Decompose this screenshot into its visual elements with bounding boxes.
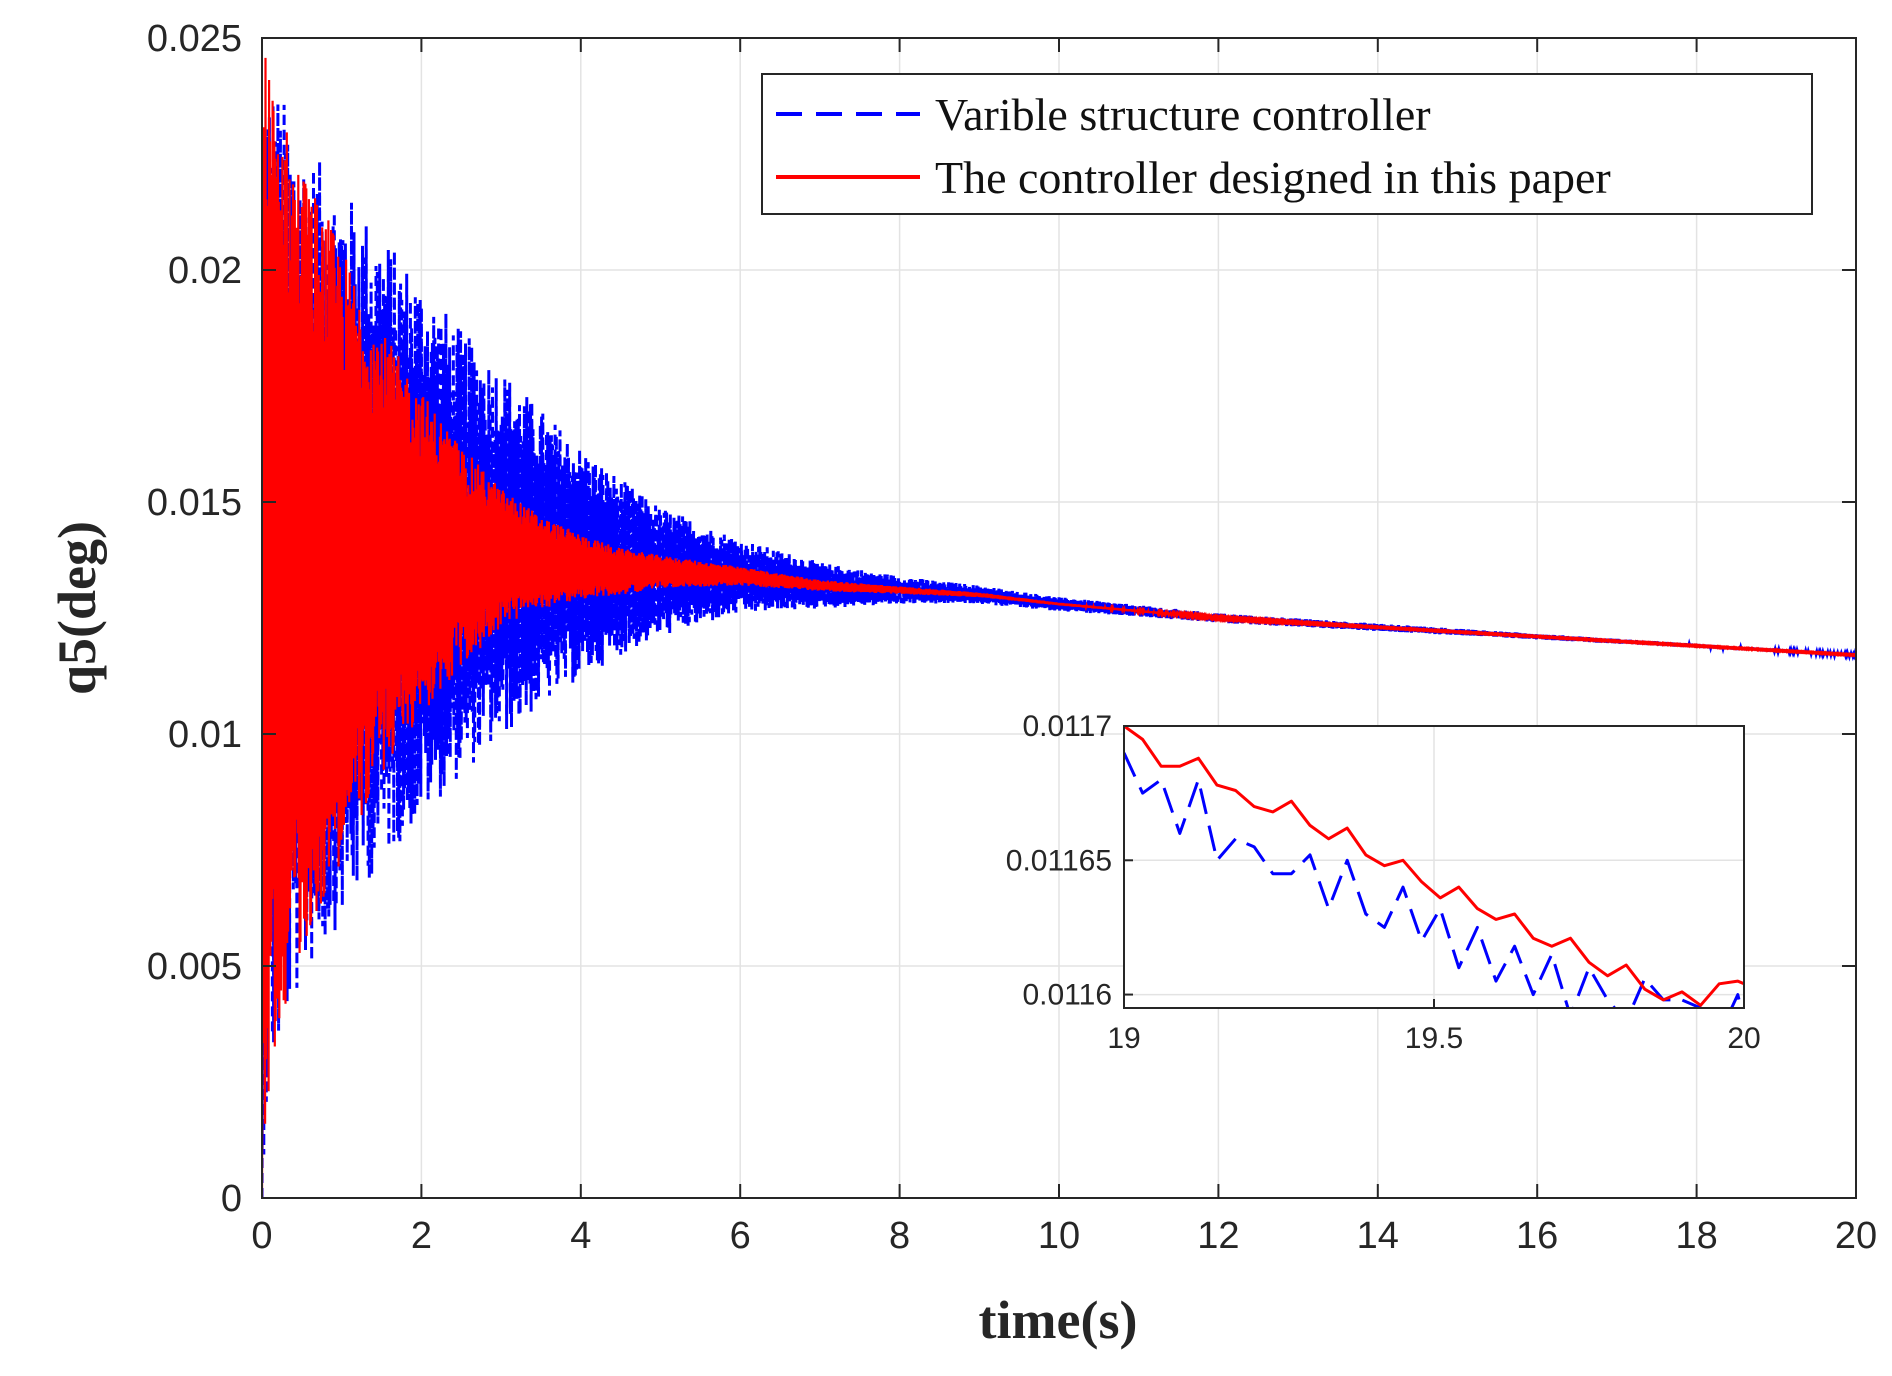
inset-grid bbox=[1124, 726, 1744, 1008]
x-tick-label: 14 bbox=[1357, 1215, 1399, 1257]
x-tick-label: 0 bbox=[251, 1215, 272, 1257]
y-tick-label: 0.025 bbox=[147, 18, 242, 60]
inset-x-tick-label: 19 bbox=[1107, 1022, 1140, 1055]
x-tick-label: 10 bbox=[1038, 1215, 1080, 1257]
inset-series bbox=[1124, 726, 1744, 1008]
y-tick-label: 0.005 bbox=[147, 946, 242, 988]
inset-axes bbox=[1123, 725, 1745, 1009]
inset-x-tick-label: 19.5 bbox=[1405, 1022, 1463, 1055]
series-line-proposed bbox=[262, 57, 1856, 1198]
main-series bbox=[262, 57, 1856, 1198]
inset-series-line-vsc bbox=[1124, 752, 1743, 1008]
y-tick-label: 0.015 bbox=[147, 482, 242, 524]
legend-label-vsc: Varible structure controller bbox=[935, 89, 1431, 140]
legend-label-proposed: The controller designed in this paper bbox=[935, 152, 1611, 203]
x-tick-label: 6 bbox=[730, 1215, 751, 1257]
inset-chart: 19 19.5 20 0.0116 0.01165 0.0117 bbox=[1006, 710, 1761, 1055]
inset-y-tick-label: 0.0117 bbox=[1022, 710, 1112, 743]
x-tick-label: 16 bbox=[1516, 1215, 1558, 1257]
inset-tick-labels: 19 19.5 20 0.0116 0.01165 0.0117 bbox=[1006, 710, 1761, 1055]
x-tick-label: 4 bbox=[570, 1215, 591, 1257]
inset-x-tick-label: 20 bbox=[1727, 1022, 1760, 1055]
legend: Varible structure controller The control… bbox=[761, 73, 1813, 215]
y-tick-label: 0.01 bbox=[168, 714, 242, 756]
x-tick-label: 12 bbox=[1197, 1215, 1239, 1257]
x-axis-label: time(s) bbox=[979, 1290, 1138, 1350]
inset-series-line-proposed bbox=[1124, 726, 1744, 1007]
x-tick-label: 8 bbox=[889, 1215, 910, 1257]
legend-box bbox=[761, 73, 1813, 215]
inset-y-tick-label: 0.0116 bbox=[1022, 979, 1112, 1012]
x-tick-label: 20 bbox=[1835, 1215, 1877, 1257]
main-tick-labels: 0 2 4 6 8 10 12 14 16 18 20 0 0.005 0.01 0.015 0.02 0.02… bbox=[147, 18, 1877, 1257]
x-tick-label: 2 bbox=[411, 1215, 432, 1257]
y-tick-label: 0 bbox=[221, 1178, 242, 1220]
y-tick-label: 0.02 bbox=[168, 250, 242, 292]
inset-y-tick-label: 0.01165 bbox=[1006, 844, 1112, 877]
main-axes bbox=[261, 37, 1857, 1199]
x-tick-label: 18 bbox=[1675, 1215, 1717, 1257]
y-axis-label: q5(deg) bbox=[47, 521, 107, 695]
